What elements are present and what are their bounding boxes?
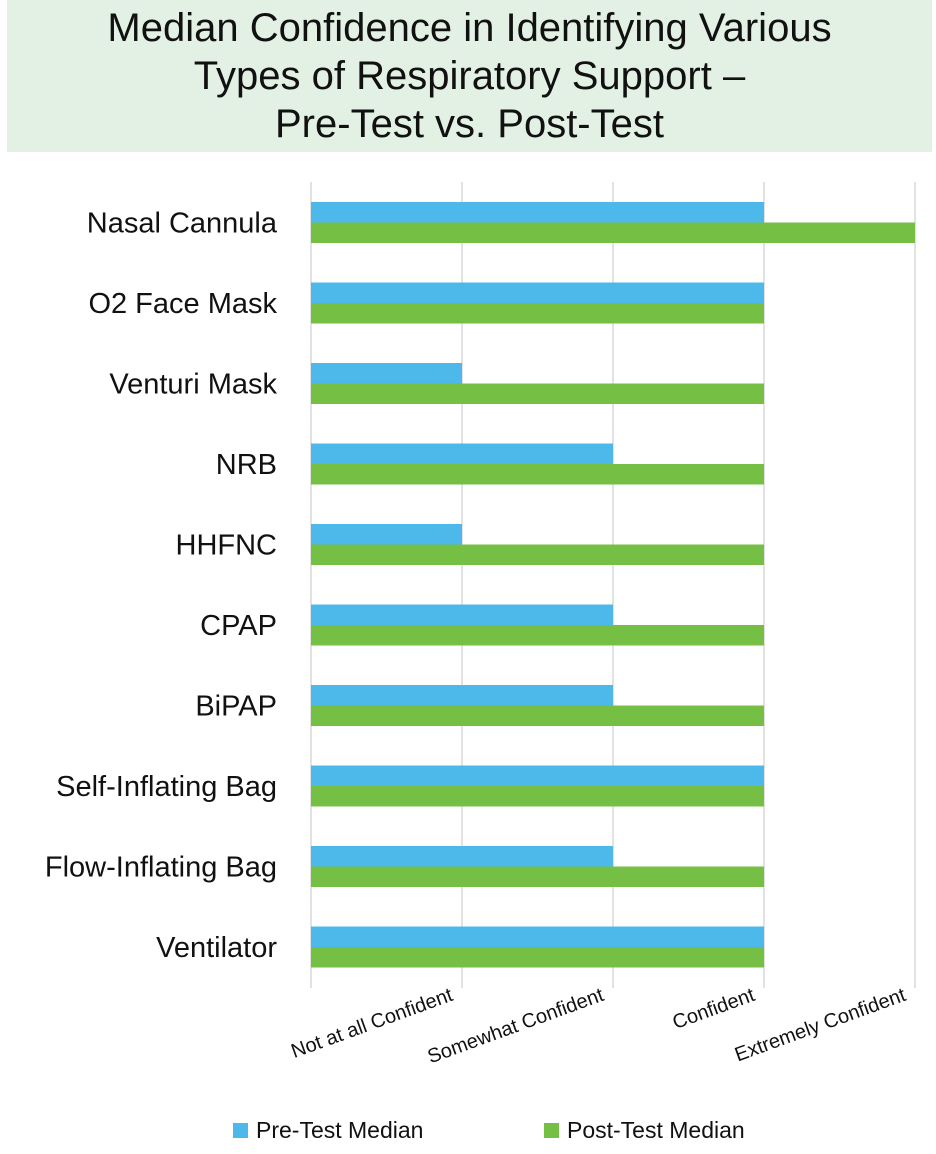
bar-flow-inflating-bag-post-test-median bbox=[311, 866, 764, 887]
category-labels: Nasal Cannula O2 Face Mask Venturi Mask NRB… bbox=[45, 208, 278, 965]
bar-bipap-post-test-median bbox=[311, 705, 764, 726]
category-label-self-inflating-bag: Self-Inflating Bag bbox=[56, 771, 277, 803]
bar-o2-face-mask-pre-test-median bbox=[311, 282, 764, 303]
legend-label-pre-test: Pre-Test Median bbox=[256, 1116, 424, 1143]
bar-bipap-pre-test-median bbox=[311, 685, 613, 706]
bar-venturi-mask-post-test-median bbox=[311, 383, 764, 404]
bar-o2-face-mask-post-test-median bbox=[311, 303, 764, 324]
category-label-bipap: BiPAP bbox=[195, 691, 277, 723]
bar-cpap-post-test-median bbox=[311, 625, 764, 646]
bar-nasal-cannula-post-test-median bbox=[311, 222, 915, 243]
chart-title-line-3: Pre-Test vs. Post-Test bbox=[275, 102, 664, 146]
category-label-nasal-cannula: Nasal Cannula bbox=[87, 208, 278, 240]
chart-title-line-1: Median Confidence in Identifying Various bbox=[107, 6, 832, 50]
bar-venturi-mask-pre-test-median bbox=[311, 363, 462, 384]
bar-ventilator-post-test-median bbox=[311, 947, 764, 968]
legend-swatch-pre-test bbox=[233, 1122, 248, 1138]
x-tick-label-extremely-confident: Extremely Confident bbox=[732, 984, 909, 1066]
bar-hhfnc-post-test-median bbox=[311, 544, 764, 565]
bar-hhfnc-pre-test-median bbox=[311, 524, 462, 545]
bar-flow-inflating-bag-pre-test-median bbox=[311, 846, 613, 867]
legend-label-post-test: Post-Test Median bbox=[567, 1116, 745, 1143]
x-tick-label-confident: Confident bbox=[670, 984, 758, 1034]
bar-nrb-post-test-median bbox=[311, 464, 764, 485]
legend-item-post-test: Post-Test Median bbox=[544, 1110, 745, 1150]
legend: Pre-Test Median Post-Test Median bbox=[0, 1110, 936, 1150]
bars bbox=[311, 202, 915, 968]
category-label-hhfnc: HHFNC bbox=[176, 530, 278, 562]
bar-self-inflating-bag-pre-test-median bbox=[311, 765, 764, 786]
category-label-venturi-mask: Venturi Mask bbox=[109, 369, 277, 401]
category-label-ventilator: Ventilator bbox=[156, 932, 277, 964]
category-label-flow-inflating-bag: Flow-Inflating Bag bbox=[45, 852, 277, 884]
bar-self-inflating-bag-post-test-median bbox=[311, 786, 764, 807]
bar-cpap-pre-test-median bbox=[311, 604, 613, 625]
legend-swatch-post-test bbox=[544, 1122, 559, 1138]
chart-title: Median Confidence in Identifying Various… bbox=[7, 0, 932, 152]
legend-item-pre-test: Pre-Test Median bbox=[233, 1110, 423, 1150]
chart-title-line-2: Types of Respiratory Support – bbox=[193, 54, 746, 98]
bar-chart: Nasal Cannula O2 Face Mask Venturi Mask NRB… bbox=[45, 182, 916, 1068]
category-label-o2-face-mask: O2 Face Mask bbox=[88, 288, 277, 320]
category-label-cpap: CPAP bbox=[200, 610, 277, 642]
bar-nrb-pre-test-median bbox=[311, 443, 613, 464]
bar-nasal-cannula-pre-test-median bbox=[311, 202, 764, 223]
bar-ventilator-pre-test-median bbox=[311, 926, 764, 947]
category-label-nrb: NRB bbox=[216, 449, 277, 481]
